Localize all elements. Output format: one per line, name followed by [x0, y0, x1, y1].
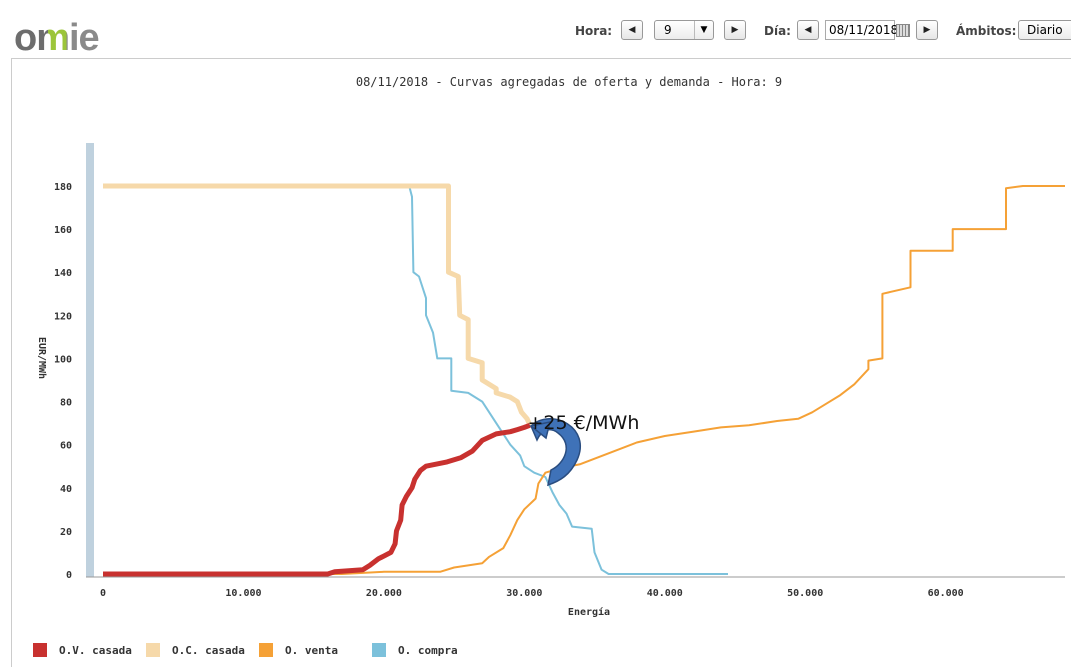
legend-label: O. venta [285, 644, 338, 657]
y-axis-label: EUR/MWh [36, 337, 47, 379]
legend-label: O.V. casada [59, 644, 132, 657]
y-tick-label: 160 [54, 225, 72, 236]
dia-prev-button[interactable]: ◀ [797, 20, 819, 40]
y-tick-label: 40 [60, 484, 72, 495]
arrow-right-icon: ▶ [923, 25, 931, 35]
dia-next-button[interactable]: ▶ [916, 20, 938, 40]
dia-label: Día: [764, 24, 791, 38]
dia-date-input[interactable]: 08/11/2018 [825, 20, 898, 40]
x-tick-label: 60.000 [928, 588, 964, 599]
x-tick-label: 10.000 [225, 588, 261, 599]
legend-swatch [372, 643, 386, 657]
x-tick-label: 0 [100, 588, 106, 599]
ambitos-value: Diario [1027, 23, 1063, 37]
hora-label: Hora: [575, 24, 613, 38]
y-tick-labels: 0 20 40 60 80 100 120 140 160 180 [54, 182, 72, 581]
chevron-down-icon: ▼ [694, 21, 713, 39]
series-line-2 [103, 185, 1065, 575]
logo-text: omie [14, 17, 100, 59]
chart-legend: O.V. casada O.C. casada O. venta O. compra [33, 643, 458, 657]
ambitos-label: Ámbitos: [956, 24, 1017, 38]
hora-value: 9 [664, 23, 672, 37]
legend-item[interactable]: O. venta [259, 643, 338, 657]
hora-prev-button[interactable]: ◀ [621, 20, 643, 40]
legend-label: O.C. casada [172, 644, 245, 657]
y-tick-label: 140 [54, 268, 72, 279]
y-tick-label: 60 [60, 441, 72, 452]
chart-frame [11, 58, 1071, 667]
y-axis-band [86, 143, 94, 577]
series-line-0 [103, 422, 531, 577]
annotation-label: +25 €/MWh [528, 412, 640, 434]
hora-select[interactable]: 9 ▼ [654, 20, 714, 40]
x-tick-label: 30.000 [506, 588, 542, 599]
legend-swatch [146, 643, 160, 657]
series-lines [103, 183, 1065, 577]
x-tick-label: 50.000 [787, 588, 823, 599]
legend-label: O. compra [398, 644, 458, 657]
legend-swatch [33, 643, 47, 657]
hora-next-button[interactable]: ▶ [724, 20, 746, 40]
ambitos-select[interactable]: Diario [1018, 20, 1071, 40]
toolbar: Hora: ◀ 9 ▼ ▶ Día: ◀ 08/11/2018 ▶ Ámbito… [0, 19, 1071, 45]
y-tick-label: 120 [54, 311, 72, 322]
omie-logo: omie [14, 17, 100, 59]
legend-item[interactable]: O.C. casada [146, 643, 245, 657]
arrow-left-icon: ◀ [804, 25, 812, 35]
series-line-3 [103, 185, 728, 575]
y-tick-label: 80 [60, 398, 72, 409]
arrow-right-icon: ▶ [731, 25, 739, 35]
annotation-arrow [529, 418, 581, 487]
series-line-1 [103, 183, 533, 427]
y-tick-label: 20 [60, 527, 72, 538]
x-tick-label: 40.000 [647, 588, 683, 599]
y-tick-label: 180 [54, 182, 72, 193]
y-tick-label: 100 [54, 354, 72, 365]
x-axis-label: Energía [568, 606, 610, 618]
x-tick-labels: 0 10.000 20.000 30.000 40.000 50.000 60.000 [100, 588, 964, 599]
y-tick-label: 0 [66, 570, 72, 581]
x-tick-label: 20.000 [366, 588, 402, 599]
legend-item[interactable]: O. compra [372, 643, 458, 657]
legend-item[interactable]: O.V. casada [33, 643, 132, 657]
chart-title: 08/11/2018 - Curvas agregadas de oferta … [356, 75, 782, 89]
legend-swatch [259, 643, 273, 657]
arrow-left-icon: ◀ [628, 25, 636, 35]
calendar-icon[interactable] [896, 24, 910, 37]
